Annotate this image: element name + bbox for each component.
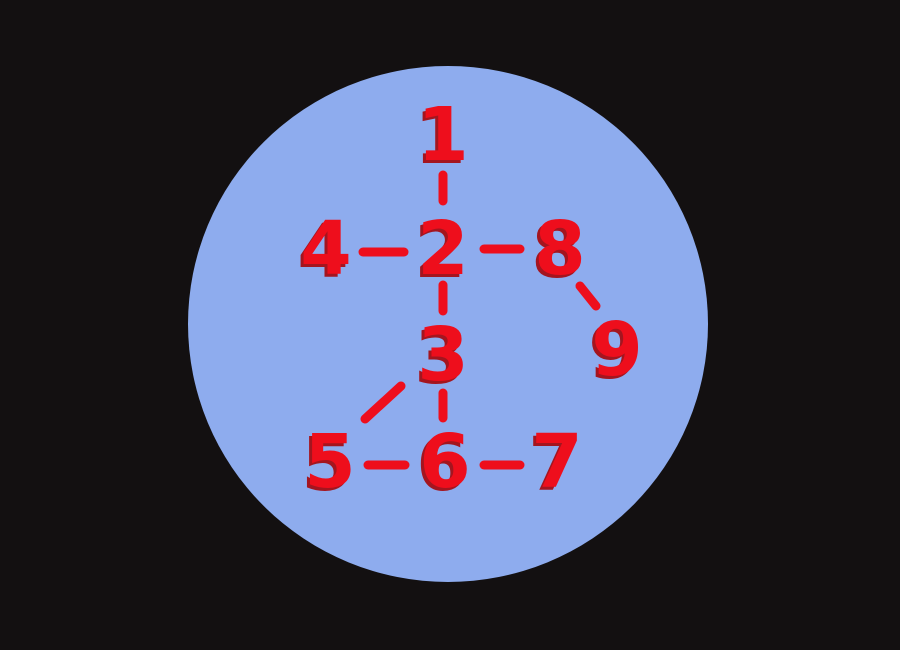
node-9: 9 <box>591 307 643 393</box>
background-disc <box>188 66 708 582</box>
node-7: 7 <box>531 419 583 505</box>
node-1: 1 <box>417 92 469 178</box>
node-5: 5 <box>304 419 356 505</box>
node-6: 6 <box>419 419 471 505</box>
node-3: 3 <box>417 312 469 398</box>
node-2: 2 <box>417 206 469 292</box>
node-8: 8 <box>534 206 586 292</box>
edge-8-9 <box>575 281 601 311</box>
edge-3-5 <box>360 381 406 424</box>
node-4: 4 <box>300 206 352 292</box>
